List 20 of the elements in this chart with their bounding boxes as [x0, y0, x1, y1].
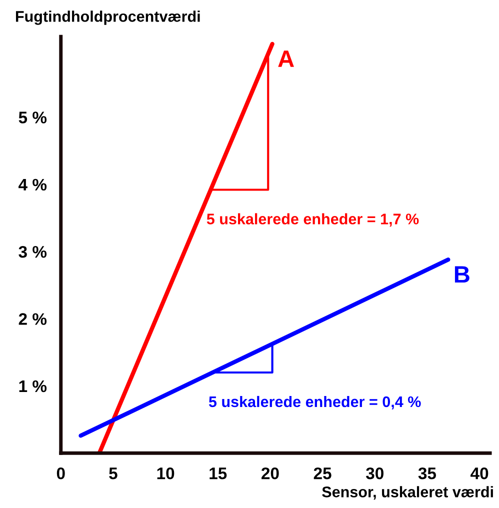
x-tick-label: 10 [157, 467, 174, 480]
series-label: B [454, 266, 470, 283]
x-tick-label: 15 [210, 468, 227, 480]
x-tick-label: 30 [366, 467, 384, 480]
series-label: A [278, 50, 294, 67]
x-tick-label: 40 [470, 467, 488, 480]
x-axis-title: Sensor, uskaleret værdi [322, 486, 493, 500]
x-tick-label: 20 [262, 467, 279, 480]
x-tick-label: 0 [56, 467, 65, 480]
y-tick-label: 3 % [18, 246, 47, 258]
y-tick-label: 2 % [18, 313, 47, 325]
y-tick-label: 4 % [18, 178, 47, 191]
x-tick-label: 25 [314, 467, 332, 480]
annotation: 5 uskalerede enheder = 1,7 % [206, 213, 419, 227]
y-tick-label: 5 % [18, 112, 47, 124]
y-axis-title: Fugtindholdprocentværdi [16, 10, 200, 25]
y-tick-label: 1 % [19, 380, 47, 392]
annotation: 5 uskalerede enheder = 0,4 % [208, 396, 421, 410]
x-tick-label: 5 [109, 468, 118, 480]
x-tick-label: 35 [418, 467, 436, 480]
